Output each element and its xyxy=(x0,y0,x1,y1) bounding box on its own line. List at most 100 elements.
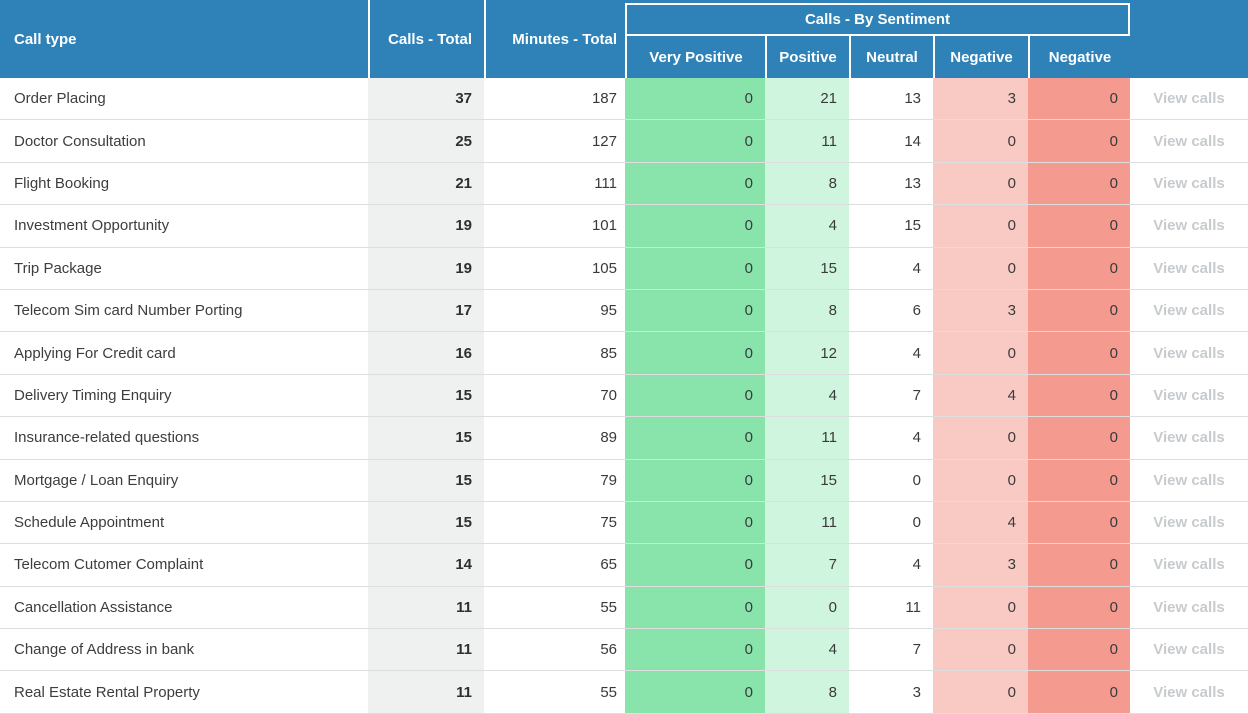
very-negative-cell: 0 xyxy=(1028,78,1130,120)
table-row: Trip Package 19 105 0 15 4 0 0 View calls xyxy=(0,247,1248,290)
view-calls-link[interactable]: View calls xyxy=(1153,217,1225,235)
very-positive-cell: 0 xyxy=(625,162,765,205)
calls-total-cell: 15 xyxy=(368,374,484,417)
negative-cell: 3 xyxy=(933,544,1028,586)
neutral-cell: 13 xyxy=(904,90,921,108)
minutes-total-cell: 187 xyxy=(591,90,617,108)
negative-cell: 3 xyxy=(933,289,1028,332)
calls-total-cell: 37 xyxy=(368,78,484,120)
minutes-total-cell: 95 xyxy=(600,302,617,320)
positive-cell: 4 xyxy=(765,629,849,671)
view-calls-link[interactable]: View calls xyxy=(1153,259,1225,277)
call-type-cell: Telecom Sim card Number Porting xyxy=(14,302,243,320)
minutes-total-cell: 101 xyxy=(591,217,617,235)
positive-cell: 7 xyxy=(765,544,849,586)
calls-total-cell: 16 xyxy=(368,332,484,374)
table-row: Delivery Timing Enquiry 15 70 0 4 7 4 0 View cal… xyxy=(0,374,1248,418)
positive-cell: 15 xyxy=(765,459,849,501)
very-negative-cell: 0 xyxy=(1028,586,1130,629)
column-header-positive: Positive xyxy=(765,36,849,78)
calls-total-cell: 11 xyxy=(368,629,484,671)
neutral-cell: 7 xyxy=(912,641,921,659)
calls-total-cell: 11 xyxy=(368,671,484,713)
very-positive-cell: 0 xyxy=(625,289,765,332)
minutes-total-cell: 85 xyxy=(600,344,617,362)
very-negative-cell: 0 xyxy=(1028,459,1130,501)
very-positive-cell: 0 xyxy=(625,586,765,629)
calls-total-cell: 25 xyxy=(368,120,484,162)
positive-cell: 12 xyxy=(765,332,849,374)
table-row: Insurance-related questions 15 89 0 11 4 0 0 Vie… xyxy=(0,417,1248,460)
neutral-cell: 3 xyxy=(912,683,921,701)
very-negative-cell: 0 xyxy=(1028,671,1130,713)
minutes-total-cell: 111 xyxy=(594,174,617,192)
very-negative-cell: 0 xyxy=(1028,289,1130,332)
minutes-total-cell: 127 xyxy=(591,132,617,150)
call-type-cell: Investment Opportunity xyxy=(14,217,170,235)
column-header-call-type: Call type xyxy=(14,30,77,48)
neutral-cell: 13 xyxy=(904,174,921,192)
calls-total-cell: 15 xyxy=(368,501,484,544)
view-calls-link[interactable]: View calls xyxy=(1153,641,1225,659)
view-calls-link[interactable]: View calls xyxy=(1153,598,1225,616)
very-positive-cell: 0 xyxy=(625,459,765,501)
calls-total-cell: 21 xyxy=(368,162,484,205)
call-type-cell: Change of Address in bank xyxy=(14,641,195,659)
positive-cell: 0 xyxy=(765,586,849,629)
table-row: Order Placing 37 187 0 21 13 3 0 View calls xyxy=(0,78,1248,121)
neutral-cell: 4 xyxy=(912,259,921,277)
neutral-cell: 7 xyxy=(912,386,921,404)
table-row: Change of Address in bank 11 56 0 4 7 0 0 View c… xyxy=(0,629,1248,672)
view-calls-link[interactable]: View calls xyxy=(1153,386,1225,404)
table-header: Call type Calls - Total Minutes - Total … xyxy=(0,0,1248,78)
calls-total-cell: 15 xyxy=(368,417,484,459)
very-negative-cell: 0 xyxy=(1028,162,1130,205)
column-header-very-positive: Very Positive xyxy=(625,36,765,78)
column-group-header-calls-by-sentiment: Calls - By Sentiment xyxy=(625,3,1130,36)
header-filler-bottom-right xyxy=(1130,36,1248,78)
view-calls-link[interactable]: View calls xyxy=(1153,174,1225,192)
call-type-cell: Order Placing xyxy=(14,90,106,108)
very-negative-cell: 0 xyxy=(1028,544,1130,586)
table-body: Order Placing 37 187 0 21 13 3 0 View calls Docto… xyxy=(0,78,1248,714)
view-calls-link[interactable]: View calls xyxy=(1153,556,1225,574)
negative-cell: 4 xyxy=(933,501,1028,544)
very-positive-cell: 0 xyxy=(625,629,765,671)
positive-cell: 21 xyxy=(765,78,849,120)
column-header-minutes-total: Minutes - Total xyxy=(484,0,625,78)
neutral-cell: 15 xyxy=(904,217,921,235)
neutral-cell: 0 xyxy=(912,514,921,532)
very-positive-cell: 0 xyxy=(625,120,765,162)
minutes-total-cell: 79 xyxy=(600,471,617,489)
minutes-total-cell: 70 xyxy=(600,386,617,404)
neutral-cell: 11 xyxy=(905,598,921,616)
view-calls-link[interactable]: View calls xyxy=(1153,90,1225,108)
positive-cell: 15 xyxy=(765,247,849,289)
view-calls-link[interactable]: View calls xyxy=(1153,683,1225,701)
neutral-cell: 6 xyxy=(912,302,921,320)
positive-cell: 11 xyxy=(765,417,849,459)
very-negative-cell: 0 xyxy=(1028,247,1130,289)
minutes-total-cell: 55 xyxy=(600,683,617,701)
very-negative-cell: 0 xyxy=(1028,501,1130,544)
table-row: Telecom Cutomer Complaint 14 65 0 7 4 3 0 View c… xyxy=(0,544,1248,587)
view-calls-link[interactable]: View calls xyxy=(1153,471,1225,489)
negative-cell: 0 xyxy=(933,332,1028,374)
view-calls-link[interactable]: View calls xyxy=(1153,132,1225,150)
view-calls-link[interactable]: View calls xyxy=(1153,429,1225,447)
column-header-very-negative: Negative xyxy=(1028,36,1130,78)
positive-cell: 4 xyxy=(765,374,849,417)
minutes-total-cell: 56 xyxy=(600,641,617,659)
very-positive-cell: 0 xyxy=(625,544,765,586)
view-calls-link[interactable]: View calls xyxy=(1153,302,1225,320)
view-calls-link[interactable]: View calls xyxy=(1153,344,1225,362)
calls-total-cell: 15 xyxy=(368,459,484,501)
minutes-total-cell: 65 xyxy=(600,556,617,574)
positive-cell: 8 xyxy=(765,162,849,205)
table-row: Doctor Consultation 25 127 0 11 14 0 0 View call… xyxy=(0,120,1248,163)
neutral-cell: 4 xyxy=(912,556,921,574)
call-type-cell: Applying For Credit card xyxy=(14,344,176,362)
call-type-cell: Insurance-related questions xyxy=(14,429,200,447)
view-calls-link[interactable]: View calls xyxy=(1153,514,1225,532)
